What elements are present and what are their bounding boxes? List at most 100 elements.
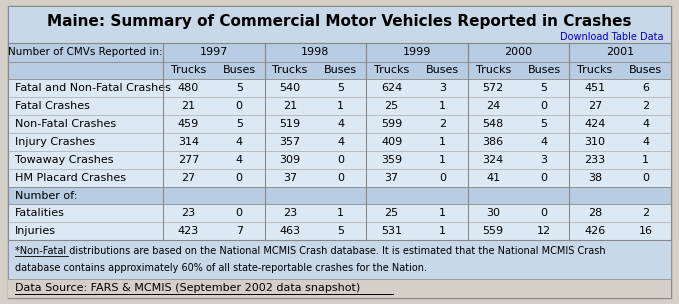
Text: 2000: 2000 [504, 47, 532, 57]
Text: 233: 233 [584, 155, 606, 165]
Text: 1: 1 [642, 155, 649, 165]
Text: Fatal and Non-Fatal Crashes: Fatal and Non-Fatal Crashes [15, 83, 171, 93]
Text: Buses: Buses [629, 65, 662, 75]
Text: 5: 5 [540, 83, 547, 93]
Text: 23: 23 [283, 208, 297, 218]
Text: 309: 309 [280, 155, 301, 165]
Text: Non-Fatal Crashes: Non-Fatal Crashes [15, 119, 116, 129]
Text: 2001: 2001 [606, 47, 634, 57]
Text: Buses: Buses [223, 65, 256, 75]
Text: 7: 7 [236, 226, 243, 236]
Text: 559: 559 [483, 226, 504, 236]
Bar [8, 43, 671, 240]
Text: 1: 1 [439, 208, 446, 218]
Text: 37: 37 [384, 173, 399, 183]
Text: 2: 2 [642, 208, 649, 218]
Bar [8, 151, 671, 169]
Text: 480: 480 [178, 83, 199, 93]
Text: Trucks: Trucks [272, 65, 308, 75]
Bar [8, 62, 671, 78]
Text: 4: 4 [236, 137, 243, 147]
Text: 30: 30 [486, 208, 500, 218]
Bar [8, 133, 671, 151]
Text: 1: 1 [439, 137, 446, 147]
Text: Data Source: FARS & MCMIS (September 2002 data snapshot): Data Source: FARS & MCMIS (September 200… [15, 283, 361, 293]
Text: HM Placard Crashes: HM Placard Crashes [15, 173, 126, 183]
Text: 1: 1 [439, 226, 446, 236]
Text: 548: 548 [483, 119, 504, 129]
Text: 599: 599 [381, 119, 402, 129]
Text: 426: 426 [584, 226, 606, 236]
Text: Number of:: Number of: [15, 191, 77, 201]
Text: 314: 314 [178, 137, 199, 147]
Text: Buses: Buses [325, 65, 357, 75]
Text: 1999: 1999 [403, 47, 431, 57]
Text: 2: 2 [439, 119, 446, 129]
Text: 3: 3 [540, 155, 547, 165]
Text: 3: 3 [439, 83, 446, 93]
Text: 5: 5 [236, 119, 242, 129]
Text: 5: 5 [236, 83, 242, 93]
Bar [8, 279, 671, 298]
Text: *Non-Fatal distributions are based on the National MCMIS Crash database. It is e: *Non-Fatal distributions are based on th… [15, 246, 606, 256]
Text: 451: 451 [584, 83, 606, 93]
Text: Injuries: Injuries [15, 226, 56, 236]
Text: 1: 1 [337, 208, 344, 218]
Text: 0: 0 [540, 208, 547, 218]
Text: Fatalities: Fatalities [15, 208, 65, 218]
Text: database contains approximately 60% of all state-reportable crashes for the Nati: database contains approximately 60% of a… [15, 264, 427, 274]
Text: 0: 0 [236, 101, 242, 111]
Text: Download Table Data: Download Table Data [560, 32, 664, 42]
Text: 5: 5 [540, 119, 547, 129]
Text: 0: 0 [540, 101, 547, 111]
Text: 5: 5 [337, 83, 344, 93]
Text: 424: 424 [584, 119, 606, 129]
Bar [8, 222, 671, 240]
Text: 459: 459 [178, 119, 199, 129]
Text: 409: 409 [381, 137, 402, 147]
Bar [8, 115, 671, 133]
Text: 423: 423 [178, 226, 199, 236]
Text: 12: 12 [537, 226, 551, 236]
Text: 27: 27 [588, 101, 602, 111]
Text: 2: 2 [642, 101, 649, 111]
Text: 25: 25 [384, 101, 399, 111]
Text: 0: 0 [236, 208, 242, 218]
Text: Buses: Buses [528, 65, 561, 75]
Text: 1998: 1998 [301, 47, 329, 57]
Text: 23: 23 [181, 208, 196, 218]
Text: 572: 572 [483, 83, 504, 93]
Text: 624: 624 [381, 83, 402, 93]
Text: Maine: Summary of Commercial Motor Vehicles Reported in Crashes: Maine: Summary of Commercial Motor Vehic… [48, 14, 631, 29]
Text: Trucks: Trucks [475, 65, 511, 75]
Text: 16: 16 [639, 226, 653, 236]
Text: 324: 324 [483, 155, 504, 165]
Text: Fatal Crashes: Fatal Crashes [15, 101, 90, 111]
Bar [8, 97, 671, 115]
Text: 1: 1 [337, 101, 344, 111]
Text: 4: 4 [236, 155, 243, 165]
Text: 4: 4 [642, 137, 649, 147]
Text: 1: 1 [439, 101, 446, 111]
Bar [8, 204, 671, 222]
Text: 310: 310 [585, 137, 605, 147]
Text: 4: 4 [337, 137, 344, 147]
Text: 0: 0 [337, 155, 344, 165]
Text: 4: 4 [337, 119, 344, 129]
Text: 531: 531 [381, 226, 402, 236]
Text: Number of CMVs Reported in:: Number of CMVs Reported in: [8, 47, 163, 57]
Text: 0: 0 [540, 173, 547, 183]
Text: Trucks: Trucks [171, 65, 206, 75]
Text: 386: 386 [483, 137, 504, 147]
Text: 28: 28 [588, 208, 602, 218]
Text: 1997: 1997 [200, 47, 228, 57]
Text: 277: 277 [178, 155, 199, 165]
Text: 357: 357 [280, 137, 301, 147]
Text: 1: 1 [439, 155, 446, 165]
Text: 0: 0 [337, 173, 344, 183]
Text: Injury Crashes: Injury Crashes [15, 137, 95, 147]
Text: 21: 21 [181, 101, 196, 111]
Text: 38: 38 [588, 173, 602, 183]
Text: 21: 21 [283, 101, 297, 111]
Text: 37: 37 [283, 173, 297, 183]
